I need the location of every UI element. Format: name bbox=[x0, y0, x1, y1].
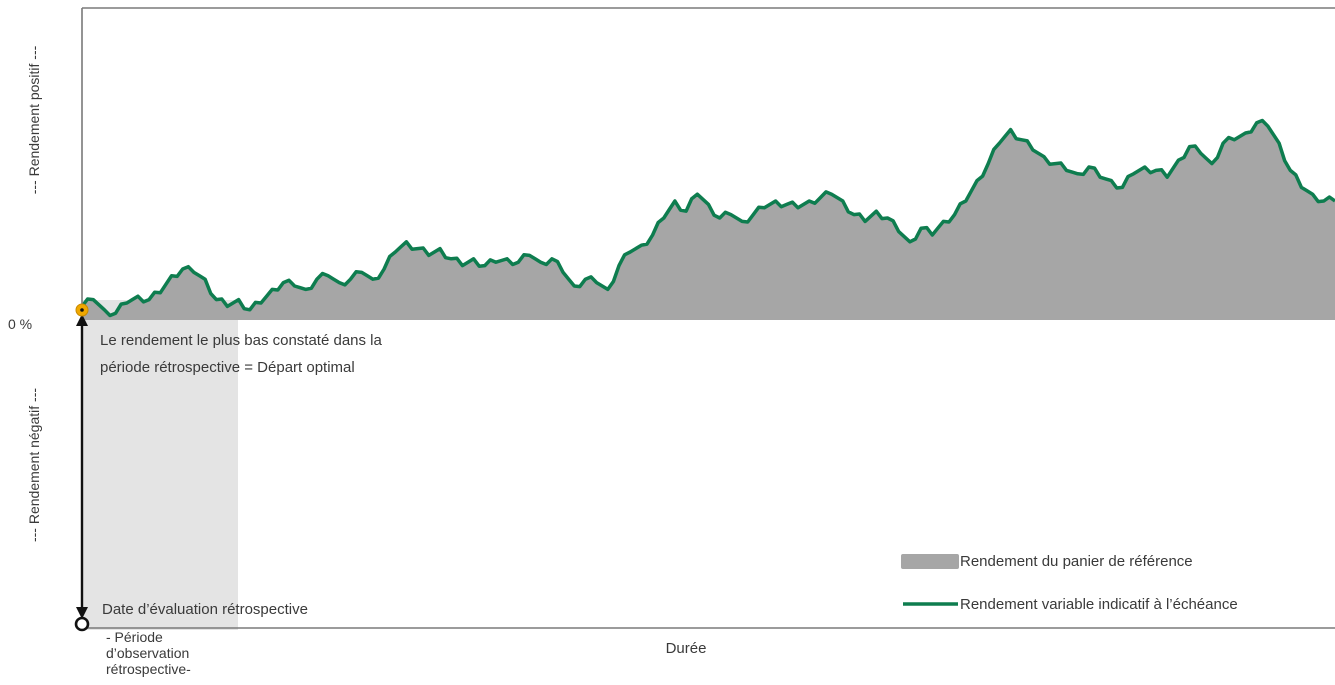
series-line-indicative-return bbox=[80, 118, 1335, 318]
optimal-start-marker-dot bbox=[80, 308, 84, 312]
period-label-line3: rétrospective- bbox=[106, 661, 191, 677]
legend-label-area: Rendement du panier de référence bbox=[960, 553, 1193, 570]
period-label-line1: - Période bbox=[106, 629, 163, 645]
zero-tick-label: 0 % bbox=[8, 316, 32, 332]
retrospective-period-band bbox=[82, 300, 238, 630]
y-label-negative: --- Rendement négatif --- bbox=[26, 388, 42, 542]
legend: Rendement du panier de référence Rendeme… bbox=[901, 553, 1238, 613]
legend-label-line: Rendement variable indicatif à l’échéanc… bbox=[960, 596, 1238, 613]
series-area-reference-basket bbox=[82, 120, 1335, 320]
lookback-arrow-head-up bbox=[76, 314, 88, 326]
optimal-start-label-line1: Le rendement le plus bas constaté dans l… bbox=[100, 332, 383, 349]
y-label-positive: --- Rendement positif --- bbox=[26, 45, 42, 194]
evaluation-date-marker bbox=[74, 616, 90, 632]
lookback-arrow-head-down bbox=[76, 607, 88, 619]
x-axis-label: Durée bbox=[666, 640, 707, 657]
series-layer bbox=[80, 118, 1335, 320]
optimal-start-label-line2: période rétrospective = Départ optimal bbox=[100, 359, 355, 376]
legend-swatch-area bbox=[901, 554, 959, 569]
evaluation-date-label: Date d’évaluation rétrospective bbox=[102, 601, 308, 618]
period-label-line2: d’observation bbox=[106, 645, 189, 661]
